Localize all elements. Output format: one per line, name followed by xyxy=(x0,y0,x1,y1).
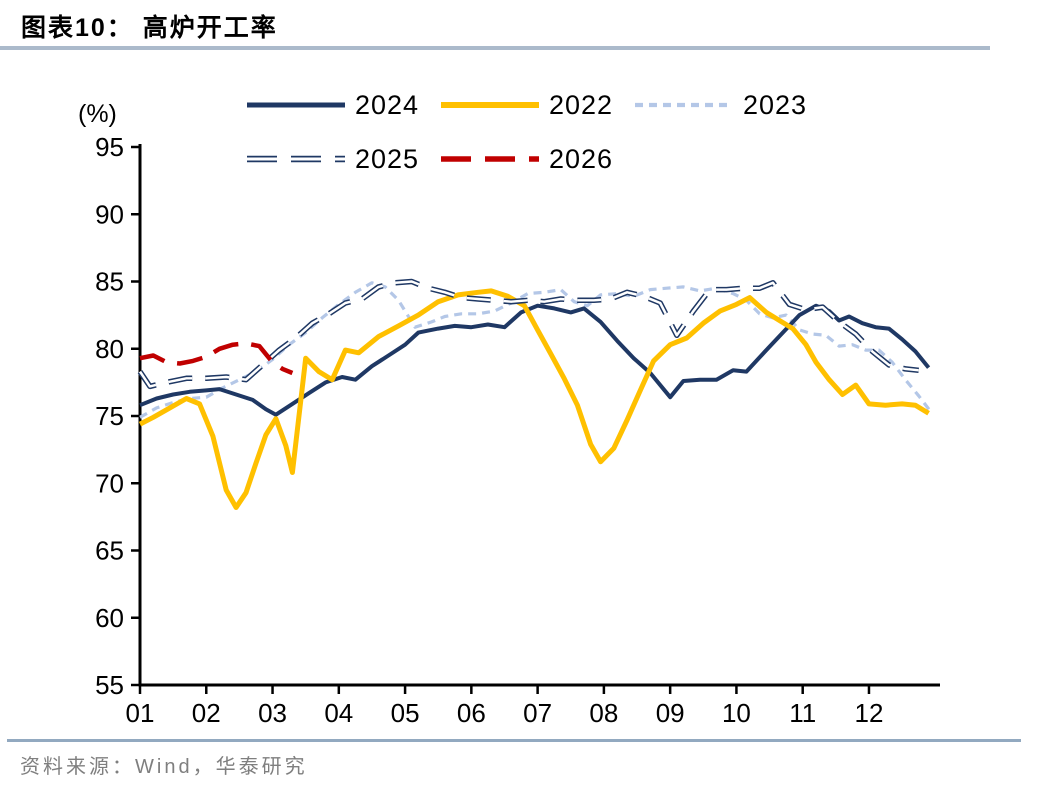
legend-item-2024[interactable]: 2024 xyxy=(246,90,440,121)
source-note: 资料来源：Wind，华泰研究 xyxy=(20,756,308,778)
x-axis-tick-label: 07 xyxy=(523,698,552,728)
legend-label-2022: 2022 xyxy=(549,89,614,120)
legend-label-2024: 2024 xyxy=(355,89,420,120)
y-axis-tick-label: 65 xyxy=(95,536,124,566)
legend-item-2025[interactable]: 2025 xyxy=(246,144,440,175)
x-axis-tick-label: 04 xyxy=(324,698,353,728)
x-axis-tick-label: 06 xyxy=(457,698,486,728)
legend-label-2026: 2026 xyxy=(549,143,614,174)
x-axis-tick-label: 12 xyxy=(855,698,884,728)
chart-legend: 2024 2022 2023 2025 2026 xyxy=(246,88,866,196)
y-axis-tick-label: 60 xyxy=(95,603,124,633)
title-underline xyxy=(0,46,990,50)
x-axis-tick-label: 02 xyxy=(192,698,221,728)
series-line-inner-2025 xyxy=(138,280,919,388)
x-axis-tick-label: 01 xyxy=(126,698,155,728)
y-axis-tick-label: 70 xyxy=(95,468,124,498)
legend-item-2022[interactable]: 2022 xyxy=(440,90,634,121)
x-axis-tick-label: 09 xyxy=(656,698,685,728)
legend-label-2023: 2023 xyxy=(743,89,808,120)
x-axis-tick-label: 08 xyxy=(589,698,618,728)
legend-marker-2024 xyxy=(247,102,345,108)
footer-divider xyxy=(7,739,1021,742)
x-axis-tick-label: 10 xyxy=(722,698,751,728)
y-axis-tick-label: 75 xyxy=(95,401,124,431)
series-line-2026 xyxy=(139,341,294,376)
y-axis-tick-label: 55 xyxy=(95,670,124,700)
legend-row-2: 2025 2026 xyxy=(246,142,866,176)
x-axis-tick-label: 05 xyxy=(391,698,420,728)
y-axis-tick-label: 95 xyxy=(95,132,124,162)
x-axis-tick-label: 11 xyxy=(789,698,816,728)
chart-title: 图表10： 高炉开工率 xyxy=(21,14,278,42)
x-axis-tick-label: 03 xyxy=(258,698,287,728)
legend-marker-2023 xyxy=(635,102,733,108)
y-axis-tick-label: 90 xyxy=(95,199,124,229)
legend-marker-2022 xyxy=(441,102,539,108)
legend-label-2025: 2025 xyxy=(355,143,420,174)
y-axis-unit-label: (%) xyxy=(78,100,117,128)
legend-row-1: 2024 2022 2023 xyxy=(246,88,866,122)
y-axis-tick-label: 80 xyxy=(95,334,124,364)
legend-item-2026[interactable]: 2026 xyxy=(440,144,634,175)
series-line-2022 xyxy=(138,288,930,510)
y-axis-tick-label: 85 xyxy=(95,267,124,297)
legend-marker-2026 xyxy=(441,156,539,162)
legend-marker-2025 xyxy=(247,155,345,163)
legend-item-2023[interactable]: 2023 xyxy=(634,90,828,121)
